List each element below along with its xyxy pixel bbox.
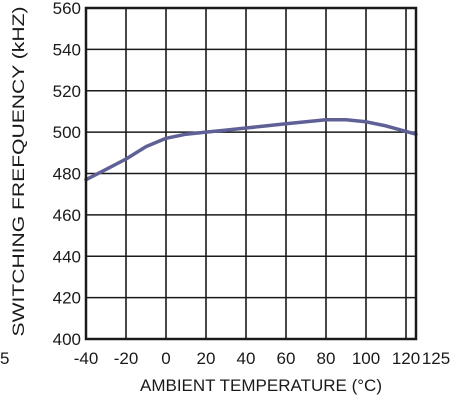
y-tick-label: 520: [53, 82, 81, 101]
y-tick-label: 480: [53, 165, 81, 184]
series-line-0: [84, 117, 418, 182]
x-tick-labels: -40 -20 0 20 40 60 80 100 120: [74, 349, 420, 368]
y-tick-label: 500: [53, 123, 81, 142]
y-tick-label: 560: [53, 0, 81, 18]
x-tick-label: 120: [392, 349, 420, 368]
x-tick-label: -40: [74, 349, 99, 368]
left-edge-tick-label: 5: [0, 349, 9, 368]
y-tick-labels: 400 420 440 460 480 500 520 540 560: [53, 0, 81, 349]
y-axis-label: SWITCHING FREFQUENCY (kHZ): [9, 7, 28, 337]
x-tick-label: 100: [352, 349, 380, 368]
x-tick-label: 40: [237, 349, 256, 368]
x-tick-label: -20: [114, 349, 139, 368]
x-tick-label: 80: [317, 349, 336, 368]
y-tick-label: 460: [53, 206, 81, 225]
x-tick-label: 0: [161, 349, 170, 368]
plot-frame: [84, 6, 418, 341]
x-tick-label: 60: [277, 349, 296, 368]
grid-lines: [85, 7, 416, 340]
x-axis-label: AMBIENT TEMPERATURE (°C): [140, 376, 382, 395]
x-tick-label-125: 125: [422, 349, 450, 368]
x-tick-label: 20: [197, 349, 216, 368]
series-layer: [84, 117, 418, 182]
y-tick-label: 440: [53, 247, 81, 266]
y-tick-label: 400: [53, 330, 81, 349]
y-tick-label: 420: [53, 289, 81, 308]
y-tick-label: 540: [53, 40, 81, 59]
